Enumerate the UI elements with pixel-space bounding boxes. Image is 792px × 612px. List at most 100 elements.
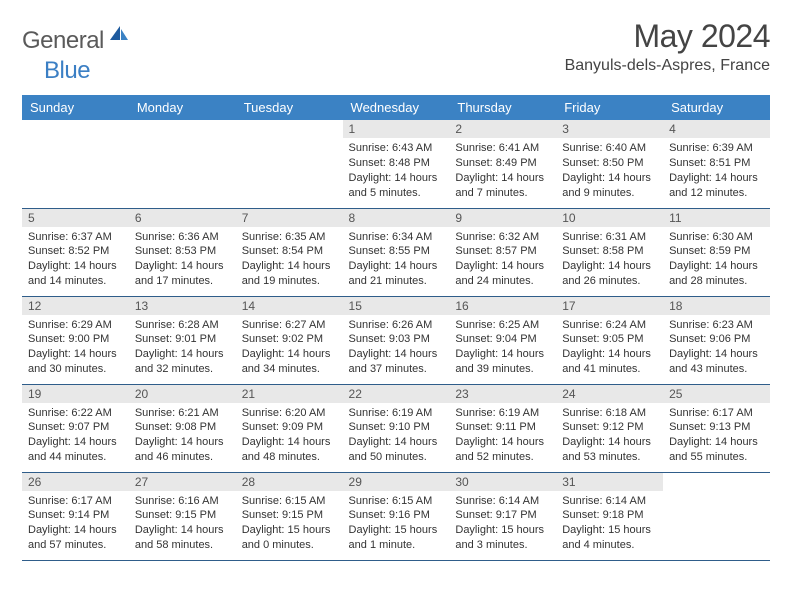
daylight-line1: Daylight: 15 hours: [455, 523, 550, 538]
sunrise-text: Sunrise: 6:16 AM: [135, 494, 230, 509]
daylight-line1: Daylight: 14 hours: [135, 347, 230, 362]
day-content: Sunrise: 6:40 AMSunset: 8:50 PMDaylight:…: [556, 138, 663, 204]
day-content: Sunrise: 6:15 AMSunset: 9:16 PMDaylight:…: [343, 491, 450, 557]
day-content: Sunrise: 6:20 AMSunset: 9:09 PMDaylight:…: [236, 403, 343, 469]
daylight-line2: and 53 minutes.: [562, 450, 657, 465]
day-number: 21: [236, 385, 343, 403]
day-number: 18: [663, 297, 770, 315]
daylight-line2: and 24 minutes.: [455, 274, 550, 289]
day-content: Sunrise: 6:43 AMSunset: 8:48 PMDaylight:…: [343, 138, 450, 204]
sunrise-text: Sunrise: 6:15 AM: [242, 494, 337, 509]
calendar-cell: 29Sunrise: 6:15 AMSunset: 9:16 PMDayligh…: [343, 472, 450, 560]
daylight-line1: Daylight: 14 hours: [562, 259, 657, 274]
calendar-cell: 18Sunrise: 6:23 AMSunset: 9:06 PMDayligh…: [663, 296, 770, 384]
day-number: 3: [556, 120, 663, 138]
sunrise-text: Sunrise: 6:17 AM: [669, 406, 764, 421]
sunset-text: Sunset: 9:18 PM: [562, 508, 657, 523]
day-number: 26: [22, 473, 129, 491]
day-content: Sunrise: 6:36 AMSunset: 8:53 PMDaylight:…: [129, 227, 236, 293]
daylight-line2: and 14 minutes.: [28, 274, 123, 289]
dayhead-tuesday: Tuesday: [236, 95, 343, 120]
day-content: Sunrise: 6:22 AMSunset: 9:07 PMDaylight:…: [22, 403, 129, 469]
day-number: 22: [343, 385, 450, 403]
calendar-cell: [22, 120, 129, 208]
day-number: 27: [129, 473, 236, 491]
day-number: 10: [556, 209, 663, 227]
sunset-text: Sunset: 8:57 PM: [455, 244, 550, 259]
sunrise-text: Sunrise: 6:37 AM: [28, 230, 123, 245]
daylight-line1: Daylight: 14 hours: [349, 347, 444, 362]
daylight-line2: and 3 minutes.: [455, 538, 550, 553]
day-number: 24: [556, 385, 663, 403]
day-content: Sunrise: 6:31 AMSunset: 8:58 PMDaylight:…: [556, 227, 663, 293]
daylight-line1: Daylight: 14 hours: [28, 347, 123, 362]
day-number: 6: [129, 209, 236, 227]
day-number: 1: [343, 120, 450, 138]
daylight-line1: Daylight: 14 hours: [242, 347, 337, 362]
dayhead-wednesday: Wednesday: [343, 95, 450, 120]
day-content: Sunrise: 6:35 AMSunset: 8:54 PMDaylight:…: [236, 227, 343, 293]
calendar-cell: [663, 472, 770, 560]
sunset-text: Sunset: 8:53 PM: [135, 244, 230, 259]
day-content: Sunrise: 6:17 AMSunset: 9:13 PMDaylight:…: [663, 403, 770, 469]
calendar-cell: 7Sunrise: 6:35 AMSunset: 8:54 PMDaylight…: [236, 208, 343, 296]
daylight-line1: Daylight: 14 hours: [455, 347, 550, 362]
sunrise-text: Sunrise: 6:35 AM: [242, 230, 337, 245]
dayhead-friday: Friday: [556, 95, 663, 120]
daylight-line2: and 58 minutes.: [135, 538, 230, 553]
daylight-line2: and 48 minutes.: [242, 450, 337, 465]
daylight-line1: Daylight: 14 hours: [242, 259, 337, 274]
sunset-text: Sunset: 9:04 PM: [455, 332, 550, 347]
sunset-text: Sunset: 9:07 PM: [28, 420, 123, 435]
day-content: Sunrise: 6:25 AMSunset: 9:04 PMDaylight:…: [449, 315, 556, 381]
calendar-row: 19Sunrise: 6:22 AMSunset: 9:07 PMDayligh…: [22, 384, 770, 472]
sunrise-text: Sunrise: 6:24 AM: [562, 318, 657, 333]
sunset-text: Sunset: 9:06 PM: [669, 332, 764, 347]
sunset-text: Sunset: 9:15 PM: [135, 508, 230, 523]
day-number: 7: [236, 209, 343, 227]
day-number: 2: [449, 120, 556, 138]
sunset-text: Sunset: 9:17 PM: [455, 508, 550, 523]
daylight-line1: Daylight: 14 hours: [28, 523, 123, 538]
sunset-text: Sunset: 8:58 PM: [562, 244, 657, 259]
sunrise-text: Sunrise: 6:19 AM: [455, 406, 550, 421]
daylight-line1: Daylight: 14 hours: [135, 259, 230, 274]
sunrise-text: Sunrise: 6:40 AM: [562, 141, 657, 156]
daylight-line2: and 55 minutes.: [669, 450, 764, 465]
calendar-cell: 20Sunrise: 6:21 AMSunset: 9:08 PMDayligh…: [129, 384, 236, 472]
sunset-text: Sunset: 8:51 PM: [669, 156, 764, 171]
daylight-line1: Daylight: 14 hours: [669, 347, 764, 362]
sunrise-text: Sunrise: 6:39 AM: [669, 141, 764, 156]
daylight-line2: and 52 minutes.: [455, 450, 550, 465]
daylight-line2: and 37 minutes.: [349, 362, 444, 377]
sunrise-text: Sunrise: 6:41 AM: [455, 141, 550, 156]
day-number: 29: [343, 473, 450, 491]
calendar-cell: 25Sunrise: 6:17 AMSunset: 9:13 PMDayligh…: [663, 384, 770, 472]
sunset-text: Sunset: 8:55 PM: [349, 244, 444, 259]
daylight-line1: Daylight: 14 hours: [455, 259, 550, 274]
day-content: Sunrise: 6:18 AMSunset: 9:12 PMDaylight:…: [556, 403, 663, 469]
day-number: 20: [129, 385, 236, 403]
daylight-line1: Daylight: 14 hours: [562, 171, 657, 186]
daylight-line1: Daylight: 14 hours: [562, 435, 657, 450]
day-number: 28: [236, 473, 343, 491]
daylight-line2: and 34 minutes.: [242, 362, 337, 377]
sunrise-text: Sunrise: 6:15 AM: [349, 494, 444, 509]
day-number: 5: [22, 209, 129, 227]
calendar-body: 1Sunrise: 6:43 AMSunset: 8:48 PMDaylight…: [22, 120, 770, 560]
daylight-line2: and 28 minutes.: [669, 274, 764, 289]
calendar-cell: 1Sunrise: 6:43 AMSunset: 8:48 PMDaylight…: [343, 120, 450, 208]
calendar-cell: 22Sunrise: 6:19 AMSunset: 9:10 PMDayligh…: [343, 384, 450, 472]
calendar-row: 26Sunrise: 6:17 AMSunset: 9:14 PMDayligh…: [22, 472, 770, 560]
calendar-row: 1Sunrise: 6:43 AMSunset: 8:48 PMDaylight…: [22, 120, 770, 208]
calendar-row: 5Sunrise: 6:37 AMSunset: 8:52 PMDaylight…: [22, 208, 770, 296]
calendar-cell: 23Sunrise: 6:19 AMSunset: 9:11 PMDayligh…: [449, 384, 556, 472]
daylight-line1: Daylight: 14 hours: [669, 435, 764, 450]
daylight-line2: and 43 minutes.: [669, 362, 764, 377]
daylight-line2: and 0 minutes.: [242, 538, 337, 553]
daylight-line1: Daylight: 14 hours: [349, 435, 444, 450]
calendar-cell: 8Sunrise: 6:34 AMSunset: 8:55 PMDaylight…: [343, 208, 450, 296]
sunrise-text: Sunrise: 6:36 AM: [135, 230, 230, 245]
day-content: Sunrise: 6:39 AMSunset: 8:51 PMDaylight:…: [663, 138, 770, 204]
sunset-text: Sunset: 8:54 PM: [242, 244, 337, 259]
